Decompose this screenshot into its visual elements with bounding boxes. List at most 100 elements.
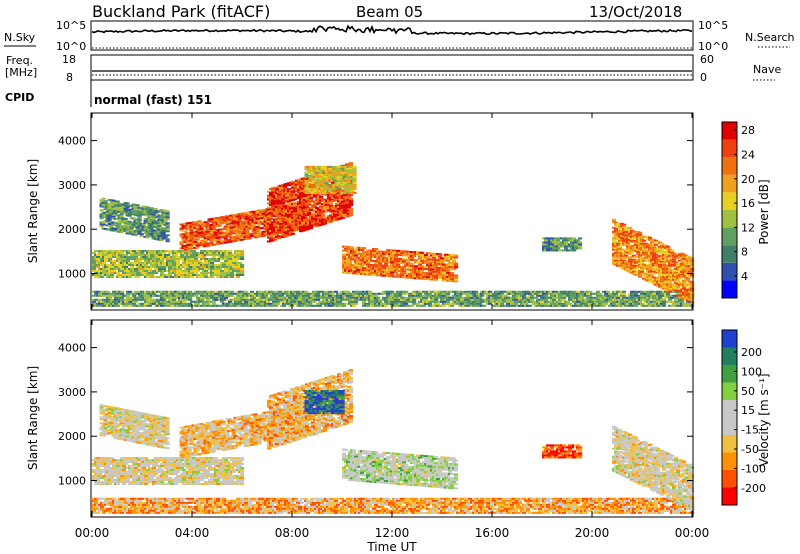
heatmap-cell bbox=[319, 197, 324, 200]
heatmap-cell bbox=[336, 167, 341, 170]
heatmap-cell bbox=[420, 253, 425, 256]
heatmap-cell bbox=[309, 197, 314, 200]
heatmap-cell bbox=[598, 296, 603, 299]
heatmap-cell bbox=[155, 232, 160, 235]
heatmap-cell bbox=[135, 204, 140, 207]
heatmap-cell bbox=[342, 294, 347, 297]
heatmap-cell bbox=[376, 254, 381, 257]
heatmap-cell bbox=[215, 237, 220, 239]
heatmap-cell bbox=[334, 290, 339, 293]
heatmap-cell bbox=[335, 198, 340, 201]
heatmap-cell bbox=[526, 296, 531, 299]
heatmap-cell bbox=[276, 298, 281, 301]
heatmap-cell bbox=[137, 208, 142, 211]
heatmap-cell bbox=[140, 252, 145, 255]
heatmap-cell bbox=[338, 175, 343, 178]
heatmap-cell bbox=[194, 272, 199, 274]
heatmap-cell bbox=[240, 256, 245, 258]
heatmap-cell bbox=[586, 296, 591, 299]
heatmap-cell bbox=[148, 268, 153, 270]
heatmap-cell bbox=[214, 294, 219, 297]
heatmap-cell bbox=[362, 269, 367, 272]
heatmap-cell bbox=[149, 207, 154, 210]
heatmap-cell bbox=[349, 164, 354, 167]
heatmap-cell bbox=[302, 294, 307, 297]
heatmap-cell bbox=[540, 300, 545, 303]
heatmap-cell bbox=[189, 233, 194, 236]
heatmap-cell bbox=[226, 298, 231, 301]
heatmap-cell bbox=[118, 270, 123, 272]
heatmap-cell bbox=[309, 227, 314, 229]
heatmap-cell bbox=[172, 270, 177, 272]
heatmap-cell bbox=[230, 272, 235, 274]
heatmap-cell bbox=[318, 173, 323, 176]
heatmap-cell bbox=[144, 302, 149, 305]
heatmap-cell bbox=[296, 290, 301, 293]
heatmap-cell bbox=[372, 250, 377, 252]
heatmap-cell bbox=[398, 294, 403, 297]
heatmap-cell bbox=[271, 191, 276, 194]
heatmap-cell bbox=[290, 298, 295, 301]
heatmap-cell bbox=[404, 304, 409, 307]
heatmap-cell bbox=[102, 272, 107, 274]
heatmap-cell bbox=[110, 276, 115, 278]
heatmap-cell bbox=[348, 294, 353, 297]
heatmap-cell bbox=[328, 177, 333, 180]
heatmap-cell bbox=[514, 298, 519, 301]
heatmap-cell bbox=[317, 216, 322, 219]
heatmap-cell bbox=[231, 232, 236, 235]
heatmap-cell bbox=[190, 272, 195, 274]
heatmap-cell bbox=[362, 296, 367, 299]
heatmap-cell bbox=[194, 262, 199, 264]
heatmap-cell bbox=[370, 298, 375, 301]
heatmap-cell bbox=[245, 231, 250, 234]
heatmap-cell bbox=[327, 197, 332, 200]
heatmap-cell bbox=[235, 237, 240, 240]
heatmap-cell bbox=[247, 215, 252, 218]
heatmap-cell bbox=[402, 298, 407, 301]
heatmap-cell bbox=[464, 290, 469, 293]
heatmap-cell bbox=[192, 250, 197, 253]
heatmap-cell bbox=[116, 298, 121, 301]
heatmap-cell bbox=[160, 272, 165, 274]
heatmap-cell bbox=[349, 180, 354, 183]
heatmap-cell bbox=[608, 304, 613, 307]
heatmap-cell bbox=[392, 275, 397, 278]
heatmap-cell bbox=[315, 207, 320, 210]
heatmap-cell bbox=[341, 164, 346, 167]
heatmap-cell bbox=[123, 218, 128, 220]
heatmap-cell bbox=[302, 296, 307, 299]
heatmap-cell bbox=[148, 304, 153, 307]
nsearch-label: N.Search bbox=[745, 31, 795, 44]
heatmap-cell bbox=[142, 256, 147, 258]
heatmap-cell bbox=[430, 278, 435, 281]
heatmap-cell bbox=[96, 254, 101, 256]
heatmap-cell bbox=[275, 188, 280, 191]
heatmap-cell bbox=[186, 268, 191, 270]
heatmap-cell bbox=[518, 290, 523, 293]
heatmap-cell bbox=[392, 251, 397, 254]
heatmap-cell bbox=[165, 230, 170, 233]
heatmap-cell bbox=[299, 212, 304, 215]
heatmap-cell bbox=[204, 294, 209, 297]
heatmap-cell bbox=[193, 240, 198, 243]
heatmap-cell bbox=[580, 296, 585, 299]
heatmap-cell bbox=[384, 304, 389, 307]
heatmap-cell bbox=[324, 175, 329, 178]
heatmap-cell bbox=[96, 304, 101, 307]
heatmap-cell bbox=[277, 219, 282, 222]
heatmap-cell bbox=[210, 268, 215, 270]
heatmap-cell bbox=[291, 192, 296, 195]
heatmap-cell bbox=[191, 239, 196, 242]
heatmap-cell bbox=[130, 252, 135, 255]
heatmap-cell bbox=[102, 294, 107, 297]
heatmap-cell bbox=[152, 292, 157, 295]
heatmap-cell bbox=[336, 187, 341, 190]
heatmap-cell bbox=[112, 270, 117, 272]
heatmap-cell bbox=[183, 226, 188, 229]
heatmap-cell bbox=[234, 258, 239, 260]
heatmap-cell bbox=[249, 217, 254, 219]
heatmap-cell bbox=[240, 252, 245, 255]
heatmap-cell bbox=[279, 210, 284, 213]
heatmap-cell bbox=[181, 233, 186, 236]
